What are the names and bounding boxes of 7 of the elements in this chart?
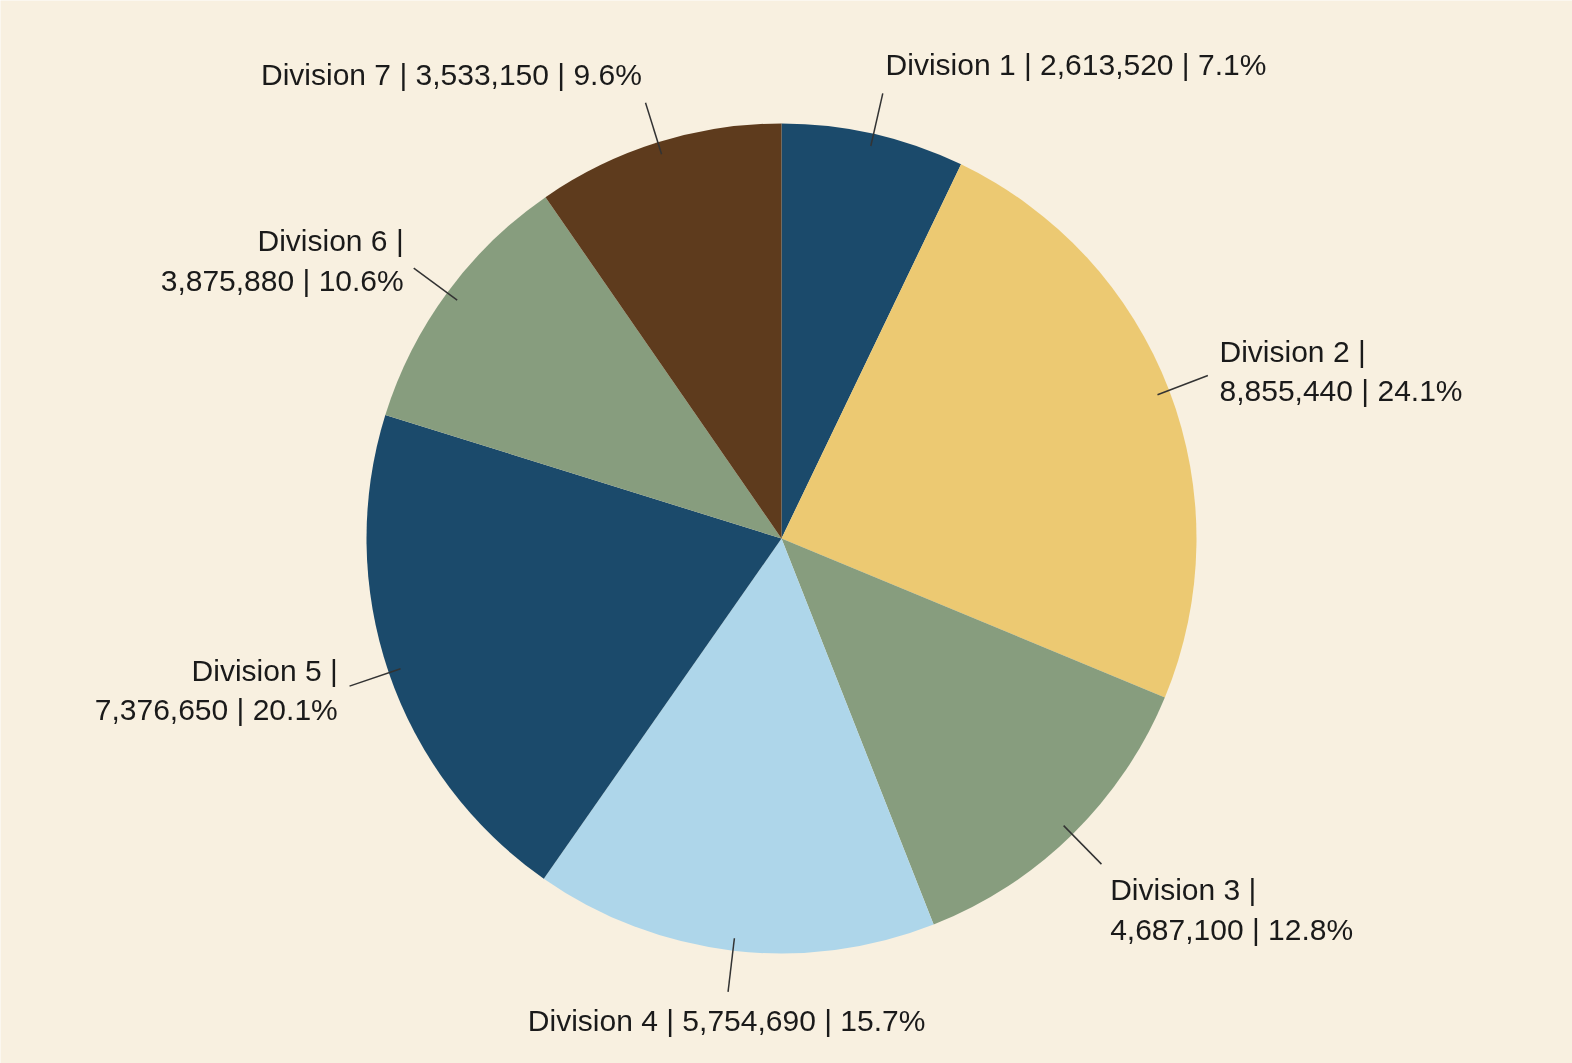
slice-label: Division 4 | 5,754,690 | 15.7% — [527, 1004, 926, 1038]
slice-label: Division 6 | 3,875,880 | 10.6% — [160, 224, 404, 297]
slice-label: Division 5 | 7,376,650 | 20.1% — [94, 653, 338, 727]
slice-label: Division 7 | 3,533,150 | 9.6% — [260, 57, 642, 91]
slice-label: Division 1 | 2,613,520 | 7.1% — [885, 48, 1267, 82]
slice-label: Division 3 | 4,687,100 | 12.8% — [1110, 873, 1354, 946]
slice-label: Division 2 | 8,855,440 | 24.1% — [1219, 334, 1463, 408]
